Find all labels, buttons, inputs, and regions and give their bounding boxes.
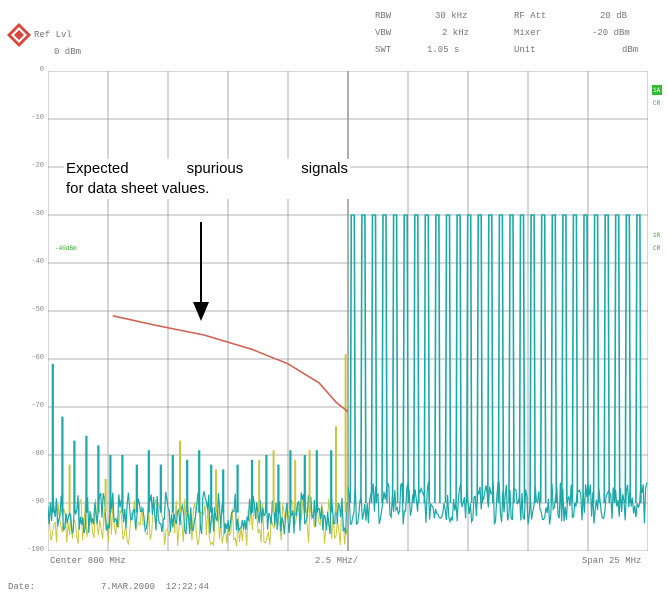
teal-carrier (561, 214, 568, 504)
trace-marker-cr-a: CR (653, 100, 661, 107)
teal-carrier (455, 214, 462, 504)
teal-carrier (582, 214, 589, 504)
annotation-arrow-icon (193, 222, 209, 321)
teal-carrier (624, 214, 632, 504)
teal-carrier (476, 214, 484, 504)
grid (48, 71, 648, 551)
date-label: Date: (8, 582, 36, 592)
teal-carrier (518, 214, 526, 504)
y-tick-label: -70 (31, 402, 44, 410)
annotation-line-1: Expected spurious signals (66, 159, 348, 179)
y-tick-label: -50 (31, 306, 44, 314)
teal-carrier (360, 214, 367, 504)
rbw-label: RBW (375, 11, 392, 21)
y-tick-label: -30 (31, 210, 44, 218)
teal-carrier (412, 214, 420, 504)
span-frequency: Span 25 MHz (582, 556, 642, 566)
rbw-value: 30 kHz (435, 11, 468, 21)
teal-carrier (465, 214, 473, 504)
traces (48, 214, 648, 548)
ref-level-label: Ref Lvl (34, 30, 72, 40)
teal-noise-trace-left (48, 491, 348, 535)
y-tick-label: -80 (31, 450, 44, 458)
ref-level-value: 0 dBm (54, 47, 82, 57)
unit-value: dBm (622, 45, 639, 55)
trace-indicator-icon (652, 85, 662, 95)
yellow-noise-trace (48, 498, 348, 548)
limit-line (112, 315, 349, 413)
date-value: 7.MAR.2000 12:22:44 (101, 582, 210, 592)
teal-carrier (613, 214, 621, 504)
annotation-word: signals (301, 160, 348, 177)
vbw-value: 2 kHz (442, 28, 470, 38)
y-tick-label: -90 (31, 498, 44, 506)
y-tick-label: 0 (39, 66, 44, 74)
rf-att-label: RF Att (514, 11, 547, 21)
swt-value: 1.05 s (427, 45, 460, 55)
trace-marker-cr-b: CR (653, 245, 661, 252)
annotation-line-2: for data sheet values. (66, 180, 210, 197)
teal-noise-trace-right (347, 481, 648, 526)
y-tick-label: -20 (31, 162, 44, 170)
teal-carrier (370, 214, 378, 504)
teal-carrier (508, 214, 515, 504)
teal-carrier (539, 214, 547, 504)
teal-carrier (635, 214, 642, 504)
teal-carrier (349, 214, 357, 504)
trace-marker-1r: 1R (653, 232, 661, 239)
y-tick-label: -60 (31, 354, 44, 362)
teal-carrier (381, 214, 388, 504)
annotation-word: Expected (66, 160, 129, 177)
unit-label: Unit (514, 45, 536, 55)
swt-label: SWT (375, 45, 392, 55)
vbw-label: VBW (375, 28, 392, 38)
y-tick-label: -40 (31, 258, 44, 266)
teal-carrier (550, 214, 558, 504)
teal-carrier (529, 214, 536, 504)
teal-carrier (497, 214, 505, 504)
mixer-label: Mixer (514, 28, 542, 38)
y-tick-label: -100 (27, 546, 44, 554)
teal-carrier (402, 214, 410, 504)
annotation-word: spurious (186, 160, 244, 177)
teal-carrier (444, 214, 452, 504)
mixer-value: -20 dBm (592, 28, 630, 38)
teal-carrier (592, 214, 600, 504)
teal-carrier (391, 214, 399, 504)
rohde-schwarz-logo (7, 23, 31, 47)
spectrum-plot (48, 71, 648, 551)
annotation-box: Expected spurious signals for data sheet… (64, 159, 350, 199)
division-width: 2.5 MHz/ (315, 556, 359, 566)
teal-carrier (486, 214, 494, 504)
teal-carrier (434, 214, 441, 504)
y-tick-label: -10 (31, 114, 44, 122)
rf-att-value: 20 dB (600, 11, 628, 21)
level-marker-left: -40dBm (55, 245, 77, 252)
trace-marker-1a: 1A (653, 87, 661, 94)
teal-carrier (571, 214, 579, 504)
teal-carrier (423, 214, 431, 504)
teal-carrier (603, 214, 611, 504)
center-frequency: Center 800 MHz (50, 556, 126, 566)
